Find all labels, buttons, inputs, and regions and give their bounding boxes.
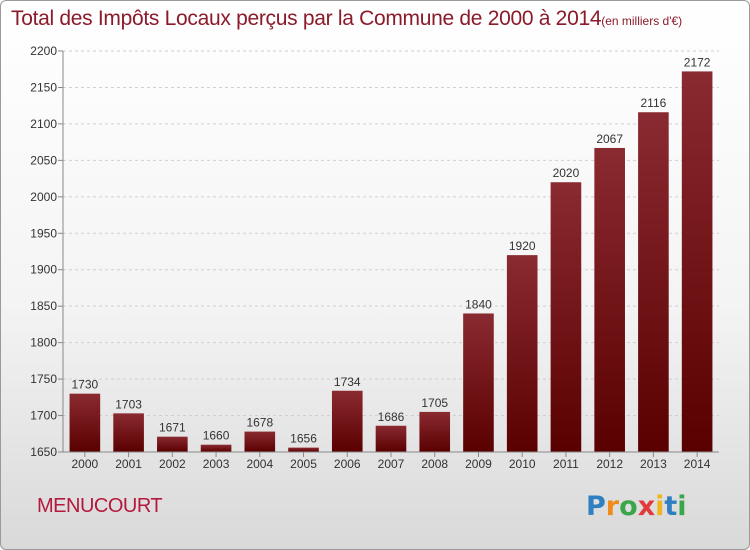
logo-letter: x bbox=[637, 491, 656, 522]
x-tick-label: 2006 bbox=[334, 457, 361, 471]
y-tick-label: 1800 bbox=[30, 336, 57, 350]
logo-letter: i bbox=[655, 491, 665, 522]
bar bbox=[463, 313, 494, 452]
bar bbox=[331, 390, 363, 452]
x-tick-label: 2008 bbox=[421, 457, 448, 471]
y-tick-label: 2100 bbox=[30, 117, 57, 131]
logo-letter: r bbox=[605, 491, 620, 522]
bar-value-label: 1734 bbox=[334, 375, 361, 389]
bar bbox=[200, 444, 232, 452]
x-tick-label: 2000 bbox=[72, 457, 99, 471]
data-labels: 1730 1703 1671 1660 1678 1656 1734 1686 1705 1840… bbox=[72, 55, 711, 445]
x-tick-label: 2005 bbox=[290, 457, 317, 471]
bar-value-label: 1840 bbox=[465, 297, 492, 311]
logo-letter: i bbox=[677, 491, 687, 522]
x-tick-label: 2009 bbox=[465, 457, 492, 471]
commune-name: MENUCOURT bbox=[37, 495, 163, 517]
bar bbox=[681, 71, 713, 452]
logo-letter: t bbox=[664, 491, 678, 522]
bar-value-label: 2172 bbox=[684, 55, 711, 69]
chart-title: Total des Impôts Locaux perçus par la Co… bbox=[11, 7, 602, 30]
bar bbox=[69, 393, 101, 452]
bar-value-label: 2067 bbox=[596, 132, 623, 146]
x-tick-label: 2001 bbox=[115, 457, 142, 471]
y-axis-ticks: 1650 1700 1750 1800 1850 1900 1950 2000 2050 2100… bbox=[30, 44, 63, 459]
x-tick-label: 2013 bbox=[640, 457, 667, 471]
bar-value-label: 1656 bbox=[290, 432, 317, 446]
bar bbox=[419, 411, 451, 452]
bar-value-label: 1660 bbox=[203, 429, 230, 443]
y-tick-label: 2050 bbox=[30, 153, 57, 167]
y-tick-label: 1850 bbox=[30, 299, 57, 313]
bar bbox=[550, 182, 582, 452]
x-tick-label: 2012 bbox=[596, 457, 623, 471]
bar-value-label: 1686 bbox=[378, 410, 405, 424]
y-tick-label: 1950 bbox=[30, 226, 57, 240]
x-tick-label: 2003 bbox=[203, 457, 230, 471]
y-tick-label: 2200 bbox=[30, 44, 57, 58]
proxiti-logo[interactable]: Proxiti bbox=[586, 491, 687, 522]
bar-value-label: 1678 bbox=[246, 416, 273, 430]
x-tick-label: 2007 bbox=[378, 457, 405, 471]
y-tick-label: 1650 bbox=[30, 445, 57, 459]
bar bbox=[288, 447, 319, 452]
x-tick-label: 2014 bbox=[684, 457, 711, 471]
y-tick-label: 2000 bbox=[30, 190, 57, 204]
bar-value-label: 1730 bbox=[72, 378, 99, 392]
y-tick-label: 2150 bbox=[30, 80, 57, 94]
bar-value-label: 1920 bbox=[509, 239, 536, 253]
bar bbox=[506, 255, 538, 452]
x-tick-label: 2004 bbox=[246, 457, 273, 471]
y-tick-label: 1900 bbox=[30, 263, 57, 277]
bar-value-label: 1703 bbox=[115, 397, 142, 411]
logo-letter: P bbox=[586, 491, 606, 522]
x-tick-label: 2011 bbox=[553, 457, 579, 471]
bar bbox=[638, 112, 669, 452]
bar bbox=[157, 436, 188, 452]
bar bbox=[375, 425, 407, 452]
y-tick-label: 1750 bbox=[30, 372, 57, 386]
x-axis-ticks: 2000 2001 2002 2003 2004 2005 2006 2007 2008 2009… bbox=[72, 452, 711, 471]
bar-value-label: 2116 bbox=[640, 96, 666, 110]
y-tick-label: 1700 bbox=[30, 409, 57, 423]
chart-unit: (en milliers d'€) bbox=[601, 14, 683, 28]
bar bbox=[594, 147, 625, 452]
bars bbox=[69, 71, 713, 452]
bar-value-label: 2020 bbox=[553, 166, 580, 180]
logo-letter: o bbox=[619, 491, 638, 522]
x-tick-label: 2002 bbox=[159, 457, 186, 471]
bar-value-label: 1671 bbox=[159, 421, 186, 435]
bar bbox=[244, 431, 276, 452]
title-block: Total des Impôts Locaux perçus par la Co… bbox=[11, 7, 682, 31]
bar bbox=[113, 413, 144, 452]
bar-value-label: 1705 bbox=[421, 396, 448, 410]
x-tick-label: 2010 bbox=[509, 457, 536, 471]
